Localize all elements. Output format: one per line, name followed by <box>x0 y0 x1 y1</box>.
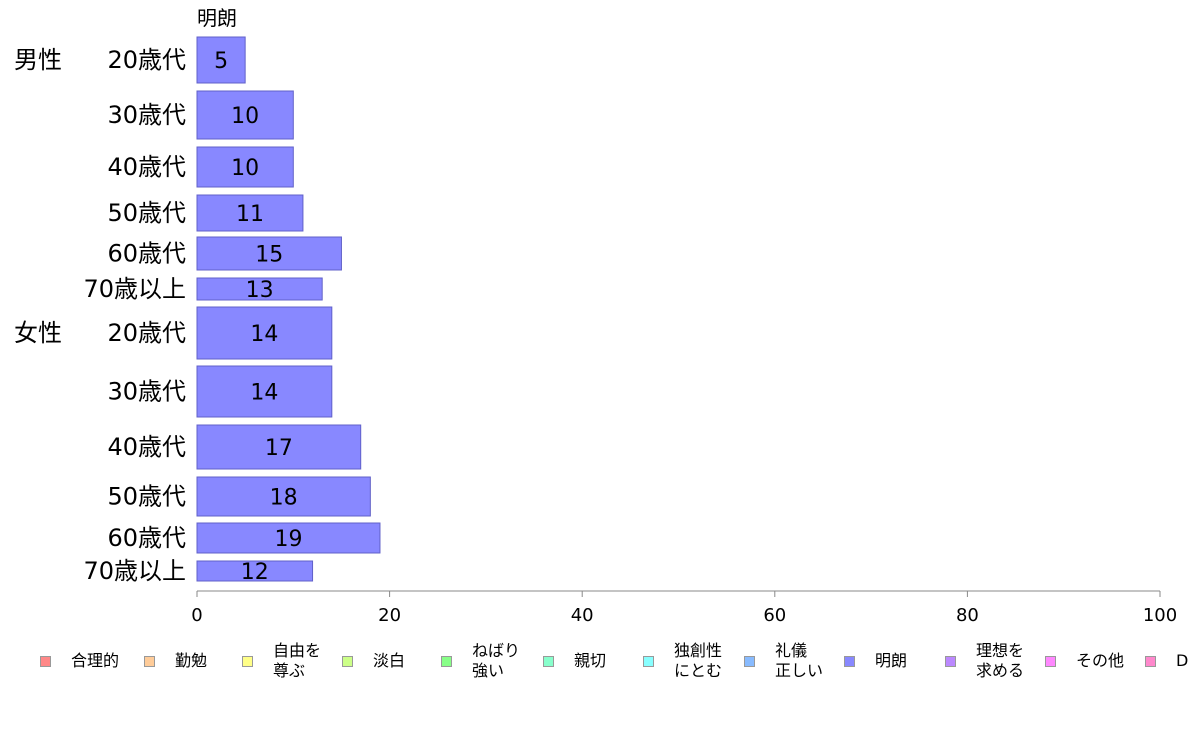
data-label: 17 <box>265 436 293 461</box>
x-tick-label: 100 <box>1143 605 1177 626</box>
bar <box>196 424 362 470</box>
bar <box>196 522 381 554</box>
category-label: 50歳代 <box>107 483 186 511</box>
data-label: 18 <box>270 486 298 511</box>
data-label: 14 <box>250 322 278 347</box>
category-label: 70歳以上 <box>83 557 186 585</box>
x-tick-label: 80 <box>956 605 979 626</box>
bar <box>196 36 246 84</box>
category-label: 40歳代 <box>107 433 186 461</box>
data-label: 14 <box>250 381 278 406</box>
bar <box>196 277 323 301</box>
data-label: 10 <box>231 104 259 129</box>
bar <box>196 236 342 271</box>
x-tick-label: 40 <box>571 605 594 626</box>
category-label: 30歳代 <box>107 101 186 129</box>
data-label: 11 <box>236 202 264 227</box>
data-label: 12 <box>241 560 269 585</box>
data-label: 10 <box>231 156 259 181</box>
category-label: 20歳代 <box>107 319 186 347</box>
category-label: 60歳代 <box>107 524 186 552</box>
x-tick-label: 60 <box>763 605 786 626</box>
category-label: 60歳代 <box>107 240 186 268</box>
group-label: 男性 <box>14 46 62 74</box>
data-label: 5 <box>214 49 228 74</box>
data-label: 15 <box>255 243 283 268</box>
bar <box>196 560 314 582</box>
bar <box>196 306 333 360</box>
group-label: 女性 <box>14 319 62 347</box>
bar <box>196 194 304 232</box>
bar <box>196 365 333 418</box>
x-tick-label: 20 <box>378 605 401 626</box>
category-label: 70歳以上 <box>83 275 186 303</box>
data-label: 19 <box>274 527 302 552</box>
bar <box>196 146 294 188</box>
category-label: 20歳代 <box>107 46 186 74</box>
bar <box>196 476 371 517</box>
category-label: 40歳代 <box>107 153 186 181</box>
x-tick-label: 0 <box>191 605 202 626</box>
bar <box>196 90 294 140</box>
series-label: 明朗 <box>197 6 237 30</box>
category-label: 50歳代 <box>107 199 186 227</box>
category-label: 30歳代 <box>107 378 186 406</box>
data-label: 13 <box>246 278 274 303</box>
